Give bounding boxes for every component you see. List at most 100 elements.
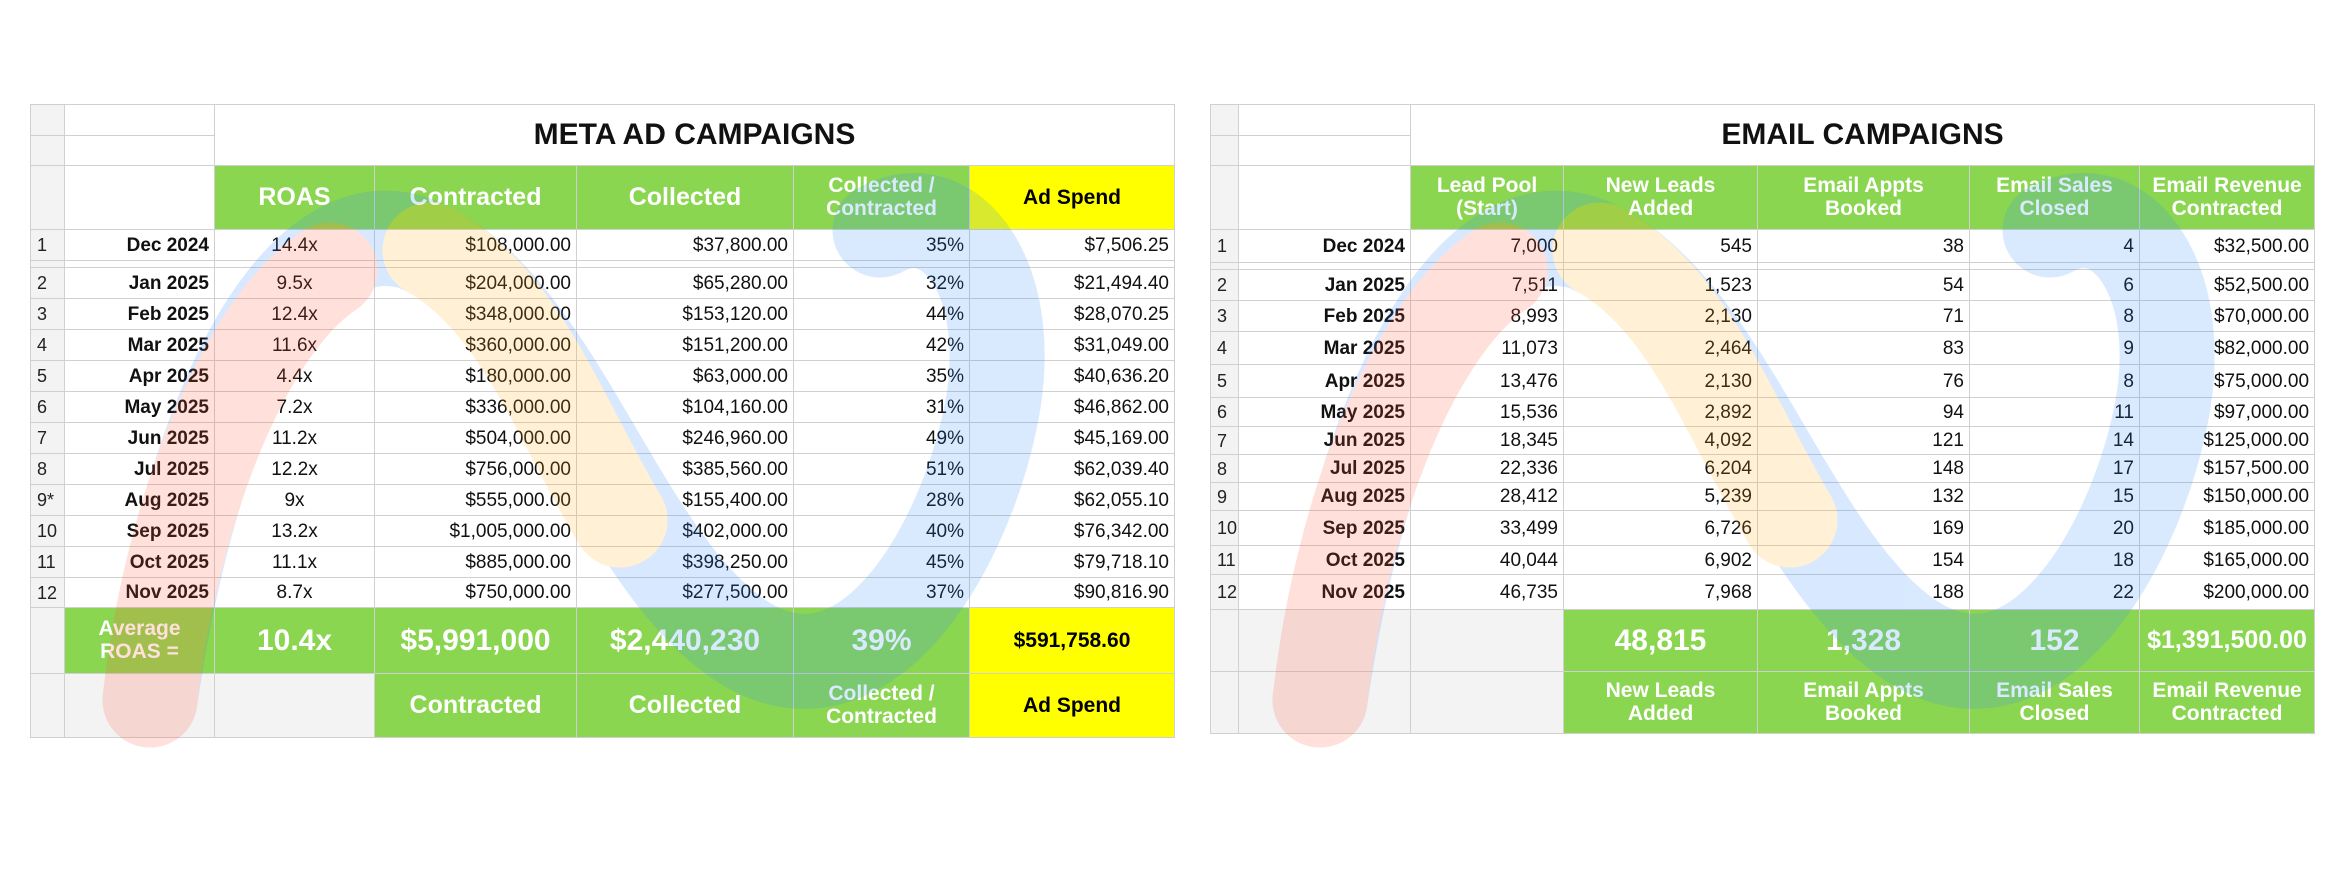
collected-contracted-cell[interactable]: 31% [793,391,970,423]
email-appts-cell[interactable]: 83 [1757,331,1970,365]
row-header[interactable] [1210,165,1239,230]
footer-collected-contracted[interactable]: Collected / Contracted [793,673,970,738]
contracted-cell[interactable]: $336,000.00 [374,391,577,423]
contracted-cell[interactable]: $204,000.00 [374,267,577,299]
collected-cell[interactable]: $151,200.00 [576,329,794,361]
footer-email-appts[interactable]: Email Appts Booked [1757,671,1970,734]
roas-cell[interactable]: 12.4x [214,298,375,330]
header-ad-spend[interactable]: Ad Spend [969,165,1175,230]
row-number[interactable]: 10 [1210,510,1239,546]
new-leads-cell[interactable]: 6,204 [1563,454,1758,483]
collected-contracted-cell[interactable]: 32% [793,267,970,299]
collected-cell[interactable]: $63,000.00 [576,360,794,392]
month-cell[interactable]: Jan 2025 [1238,269,1411,301]
roas-cell[interactable]: 14.4x [214,229,375,261]
email-revenue-cell[interactable]: $165,000.00 [2138,545,2316,575]
lead-pool-cell[interactable]: 33,499 [1410,510,1564,546]
footer-new-leads[interactable]: New Leads Added [1563,671,1758,734]
email-sales-cell[interactable]: 22 [1969,574,2140,610]
contracted-cell[interactable]: $1,005,000.00 [374,515,577,547]
row-number[interactable]: 4 [30,329,65,361]
lead-pool-cell[interactable]: 7,511 [1410,269,1564,301]
collected-cell[interactable]: $65,280.00 [576,267,794,299]
header-email-appts[interactable]: Email Appts Booked [1757,165,1970,230]
row-number[interactable]: 7 [30,422,65,454]
month-cell[interactable]: Oct 2025 [64,546,215,578]
total-new-leads[interactable]: 48,815 [1563,609,1758,672]
email-appts-cell[interactable]: 54 [1757,269,1970,301]
lead-pool-cell[interactable]: 22,336 [1410,454,1564,483]
row-number[interactable]: 10 [30,515,65,547]
lead-pool-cell[interactable]: 7,000 [1410,229,1564,263]
ad-spend-cell[interactable]: $46,862.00 [969,391,1175,423]
roas-cell[interactable]: 13.2x [214,515,375,547]
ad-spend-cell[interactable]: $31,049.00 [969,329,1175,361]
roas-cell[interactable]: 11.2x [214,422,375,454]
collected-cell[interactable]: $155,400.00 [576,484,794,516]
email-sales-cell[interactable]: 4 [1969,229,2140,263]
email-sales-cell[interactable]: 8 [1969,300,2140,332]
roas-cell[interactable]: 9x [214,484,375,516]
month-cell[interactable]: Sep 2025 [64,515,215,547]
new-leads-cell[interactable]: 5,239 [1563,482,1758,511]
roas-cell[interactable]: 9.5x [214,267,375,299]
email-appts-cell[interactable]: 132 [1757,482,1970,511]
month-cell[interactable]: May 2025 [64,391,215,423]
header-email-sales[interactable]: Email Sales Closed [1969,165,2140,230]
roas-cell[interactable]: 11.1x [214,546,375,578]
new-leads-cell[interactable]: 7,968 [1563,574,1758,610]
total-roas[interactable]: 10.4x [214,607,375,674]
row-number[interactable]: 6 [1210,397,1239,427]
email-appts-cell[interactable]: 76 [1757,364,1970,398]
new-leads-cell[interactable]: 6,726 [1563,510,1758,546]
email-sales-cell[interactable]: 11 [1969,397,2140,427]
email-appts-cell[interactable]: 169 [1757,510,1970,546]
month-cell[interactable]: Jul 2025 [64,453,215,485]
email-sales-cell[interactable]: 17 [1969,454,2140,483]
collected-cell[interactable]: $277,500.00 [576,577,794,608]
ad-spend-cell[interactable]: $79,718.10 [969,546,1175,578]
ad-spend-cell[interactable]: $21,494.40 [969,267,1175,299]
month-cell[interactable]: Jun 2025 [64,422,215,454]
collected-contracted-cell[interactable]: 40% [793,515,970,547]
row-header[interactable] [30,104,65,136]
roas-cell[interactable]: 4.4x [214,360,375,392]
email-revenue-cell[interactable]: $70,000.00 [2138,300,2316,332]
collected-contracted-cell[interactable]: 49% [793,422,970,454]
collected-contracted-cell[interactable]: 51% [793,453,970,485]
email-appts-cell[interactable]: 94 [1757,397,1970,427]
new-leads-cell[interactable]: 2,130 [1563,300,1758,332]
contracted-cell[interactable]: $348,000.00 [374,298,577,330]
row-number[interactable]: 2 [1210,269,1239,301]
email-appts-cell[interactable]: 148 [1757,454,1970,483]
collected-cell[interactable]: $402,000.00 [576,515,794,547]
contracted-cell[interactable]: $360,000.00 [374,329,577,361]
row-number[interactable]: 3 [1210,300,1239,332]
header-new-leads[interactable]: New Leads Added [1563,165,1758,230]
email-revenue-cell[interactable]: $125,000.00 [2138,426,2316,455]
email-sales-cell[interactable]: 18 [1969,545,2140,575]
new-leads-cell[interactable]: 6,902 [1563,545,1758,575]
month-cell[interactable]: Sep 2025 [1238,510,1411,546]
month-cell[interactable]: Mar 2025 [64,329,215,361]
roas-cell[interactable]: 7.2x [214,391,375,423]
email-appts-cell[interactable]: 38 [1757,229,1970,263]
row-number[interactable]: 12 [1210,574,1239,610]
month-cell[interactable]: May 2025 [1238,397,1411,427]
total-collected[interactable]: $2,440,230 [576,607,794,674]
email-revenue-cell[interactable]: $32,500.00 [2138,229,2316,263]
month-cell[interactable]: Jul 2025 [1238,454,1411,483]
roas-cell[interactable]: 8.7x [214,577,375,608]
footer-ad-spend[interactable]: Ad Spend [969,673,1175,738]
total-ad-spend[interactable]: $591,758.60 [969,607,1175,674]
row-number[interactable]: 5 [30,360,65,392]
ad-spend-cell[interactable]: $76,342.00 [969,515,1175,547]
row-number[interactable]: 2 [30,267,65,299]
collected-contracted-cell[interactable]: 42% [793,329,970,361]
row-number[interactable]: 11 [1210,545,1239,575]
row-number[interactable]: 4 [1210,331,1239,365]
total-collected-contracted[interactable]: 39% [793,607,970,674]
ad-spend-cell[interactable]: $90,816.90 [969,577,1175,608]
email-sales-cell[interactable]: 15 [1969,482,2140,511]
footer-contracted[interactable]: Contracted [374,673,577,738]
